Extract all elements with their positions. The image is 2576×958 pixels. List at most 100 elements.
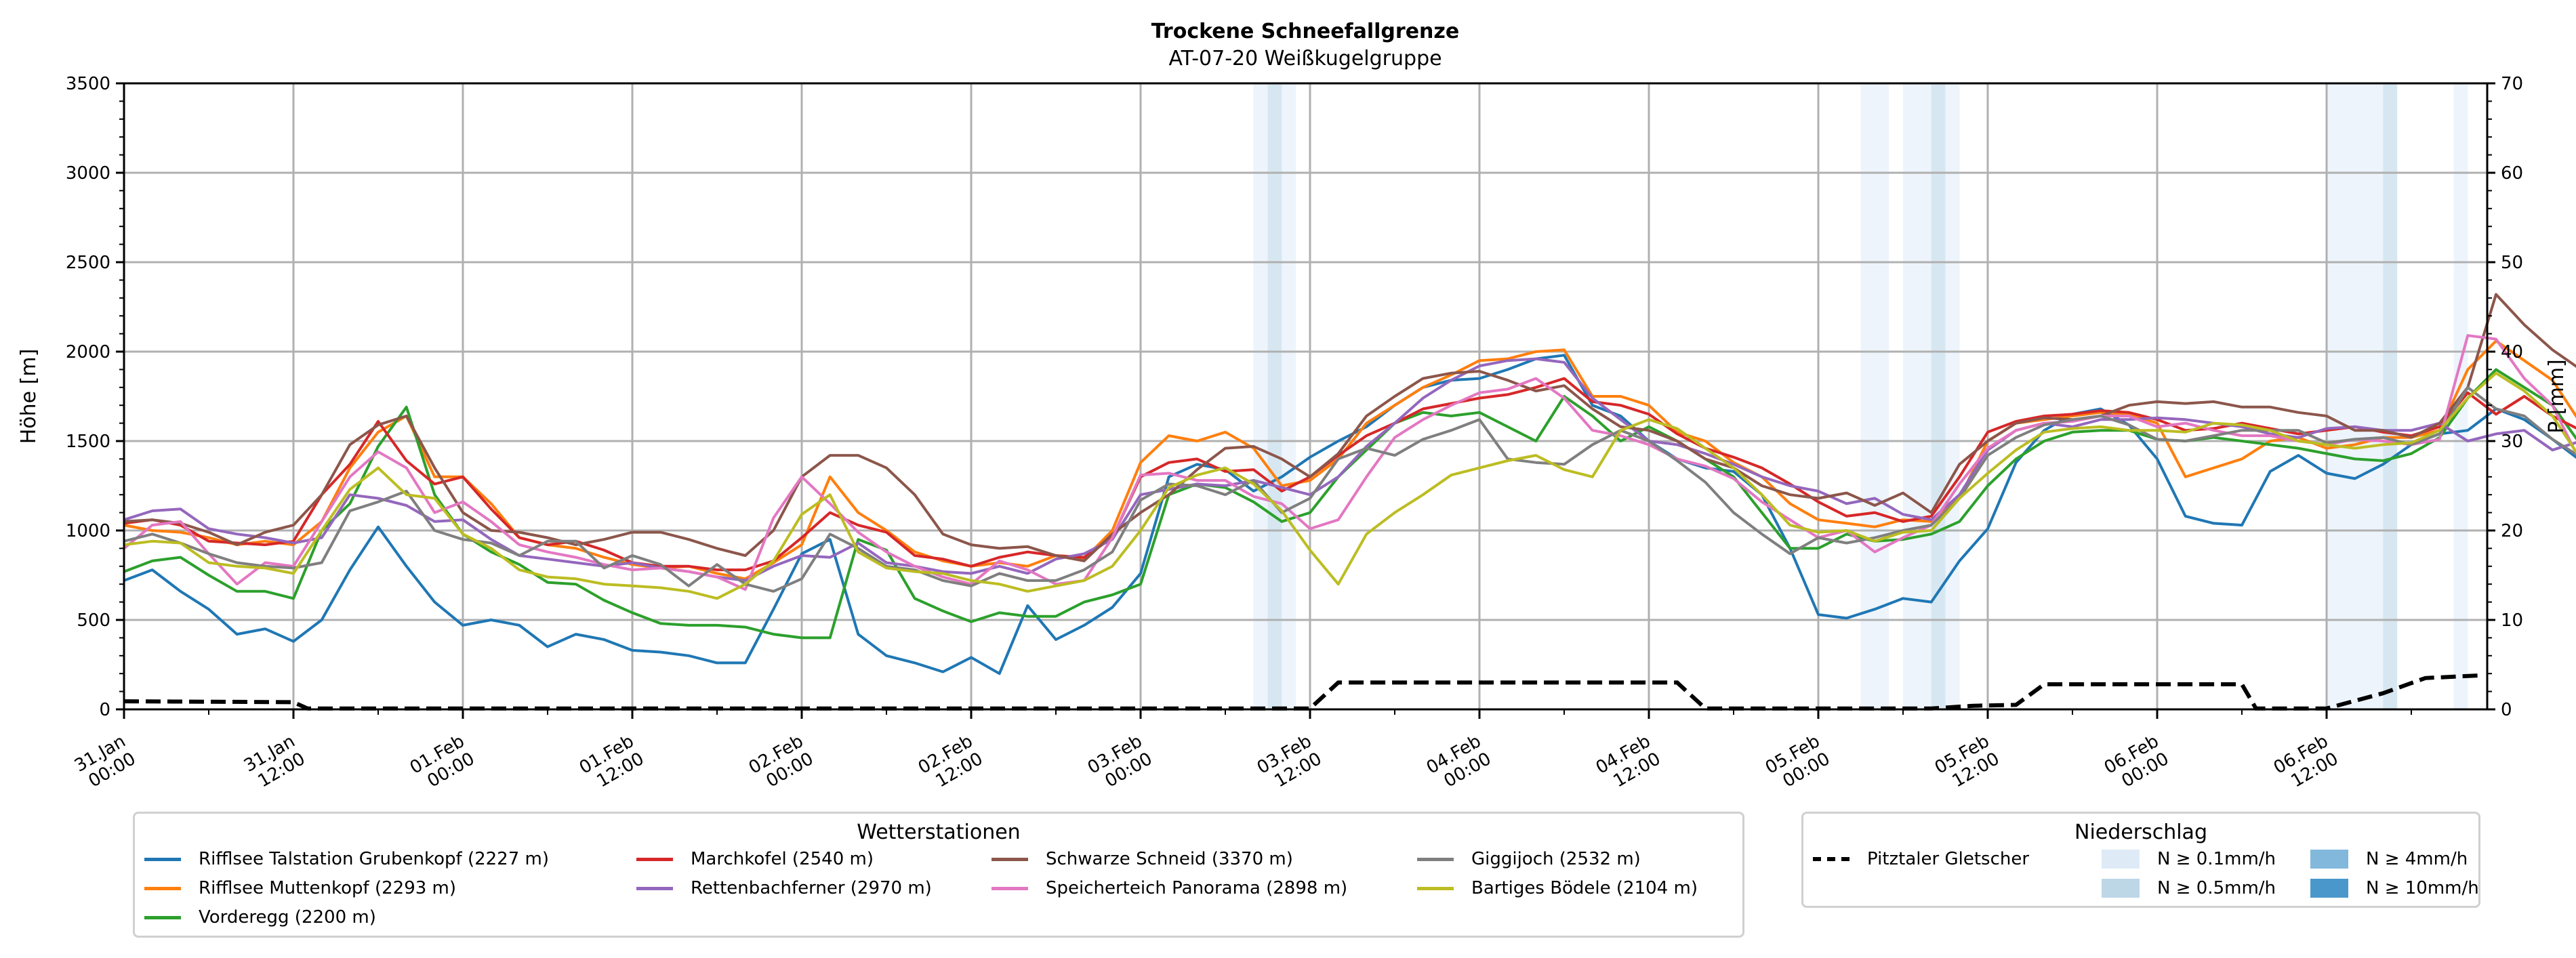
y-tick-label: 0: [99, 700, 110, 720]
legend-item-precip-level: N ≥ 0.1mm/h: [2102, 849, 2276, 869]
chart-title: Trockene Schneefallgrenze: [1151, 20, 1459, 43]
x-tick-label: 01.Feb12:00: [576, 731, 648, 796]
legend-label: Marchkofel (2540 m): [691, 849, 874, 869]
precip-band: [1945, 83, 1960, 709]
legend-label: Pitztaler Gletscher: [1867, 849, 2030, 869]
y-tick-label: 3000: [66, 163, 110, 184]
legend-label: Giggijoch (2532 m): [1471, 849, 1641, 869]
stations-legend-title: Wetterstationen: [857, 820, 1021, 844]
precip-line: [123, 673, 2482, 711]
series-line-7: [123, 386, 2576, 593]
y-tick-label: 3500: [66, 74, 110, 94]
precip-band: [1282, 83, 1296, 709]
x-tick-label: 01.Feb00:00: [407, 731, 478, 796]
legend-label: Rettenbachferner (2970 m): [691, 878, 932, 898]
color-swatch: [2102, 879, 2140, 898]
y-tick-label: 500: [77, 610, 110, 631]
x-tick-label: 04.Feb00:00: [1423, 731, 1495, 796]
y-tick-label: 1000: [66, 521, 110, 541]
y-tick-label: 2000: [66, 342, 110, 362]
y2-axis: 0 10 20 30 40 50 60 70: [2487, 74, 2523, 720]
legend-label: N ≥ 10mm/h: [2366, 878, 2479, 898]
grid-lines: [124, 83, 2487, 709]
line-swatch: [144, 915, 181, 919]
legend-item-station: Schwarze Schneid (3370 m): [991, 849, 1293, 869]
y2-tick-label: 10: [2501, 610, 2523, 631]
legend-item-precip-level: N ≥ 0.5mm/h: [2102, 878, 2276, 898]
legend-item-station: Rifflsee Muttenkopf (2293 m): [144, 878, 456, 898]
x-tick-label: 05.Feb12:00: [1931, 731, 2003, 796]
x-tick-label: 06.Feb00:00: [2101, 731, 2173, 796]
line-swatch: [636, 886, 673, 890]
series-line-3: [123, 377, 2576, 572]
precip-band: [1267, 83, 1282, 709]
y2-tick-label: 40: [2501, 342, 2523, 362]
legend-label: Rifflsee Talstation Grubenkopf (2227 m): [199, 849, 550, 869]
series-line-2: [123, 368, 2576, 640]
legend-item-precip-level: N ≥ 4mm/h: [2310, 849, 2468, 869]
precip-band: [1931, 83, 1946, 709]
precip-series-line: [123, 673, 2482, 711]
y2-tick-label: 30: [2501, 432, 2523, 452]
legend-item-precip-level: N ≥ 10mm/h: [2310, 878, 2479, 898]
y2-tick-label: 20: [2501, 521, 2523, 541]
legend-item-station: Speicherteich Panorama (2898 m): [991, 878, 1347, 898]
line-swatch: [991, 857, 1028, 861]
x-tick-label: 31.Jan00:00: [71, 731, 140, 794]
color-swatch: [2310, 879, 2348, 898]
series-line-0: [123, 354, 2576, 675]
legend-item-station: Rettenbachferner (2970 m): [636, 878, 932, 898]
y-tick-label: 1500: [66, 432, 110, 452]
x-tick-label: 06.Feb12:00: [2270, 731, 2342, 796]
legend-label: N ≥ 4mm/h: [2366, 849, 2468, 869]
dashed-line-swatch: [1813, 857, 1849, 861]
precip-band: [2327, 83, 2384, 709]
line-swatch: [636, 857, 673, 861]
legend-item-station: Giggijoch (2532 m): [1417, 849, 1641, 869]
legend-label: N ≥ 0.5mm/h: [2157, 878, 2276, 898]
precip-band: [1860, 83, 1889, 709]
line-swatch: [1417, 857, 1454, 861]
line-swatch: [144, 886, 181, 890]
legend-label: Schwarze Schneid (3370 m): [1046, 849, 1293, 869]
line-swatch: [991, 886, 1028, 890]
legend-label: Vorderegg (2200 m): [199, 907, 376, 928]
legend-label: Speicherteich Panorama (2898 m): [1046, 878, 1348, 898]
precip-bands: [1253, 83, 2468, 709]
line-swatch: [1417, 886, 1454, 890]
y2-tick-label: 50: [2501, 253, 2523, 273]
plot-frame: [123, 82, 2489, 711]
x-tick-label: 04.Feb12:00: [1593, 731, 1664, 796]
legend-item-station: Marchkofel (2540 m): [636, 849, 874, 869]
x-tick-label: 31.Jan12:00: [241, 731, 309, 794]
station-lines: [123, 293, 2576, 675]
x-axis: 31.Jan00:00 31.Jan12:00 01.Feb00:00 01.Feb1…: [71, 709, 2412, 796]
legend-label: N ≥ 0.1mm/h: [2157, 849, 2276, 869]
precip-band: [1253, 83, 1268, 709]
precip-band: [2383, 83, 2398, 709]
y2-tick-label: 60: [2501, 163, 2523, 184]
x-tick-label: 03.Feb12:00: [1254, 731, 1326, 796]
x-tick-label: 02.Feb00:00: [745, 731, 817, 796]
y2-tick-label: 70: [2501, 74, 2523, 94]
color-swatch: [2102, 850, 2140, 869]
stations-legend: Wetterstationen Rifflsee Talstation Grub…: [133, 812, 1744, 938]
series-line-8: [123, 371, 2576, 600]
x-tick-label: 02.Feb12:00: [915, 731, 987, 796]
y2-tick-label: 0: [2501, 700, 2512, 720]
legend-label: Bartiges Bödele (2104 m): [1471, 878, 1698, 898]
precip-legend: Niederschlag Pitztaler Gletscher N ≥ 0.1…: [1801, 812, 2480, 908]
y2-axis-label: P [mm]: [2545, 359, 2569, 433]
precip-band: [1903, 83, 1931, 709]
series-line-6: [123, 334, 2576, 591]
legend-item-station: Vorderegg (2200 m): [144, 907, 376, 928]
legend-item-pitztaler: Pitztaler Gletscher: [1813, 849, 2029, 869]
y-axis-label: Höhe [m]: [17, 349, 41, 444]
y-axis: 0 500 1000 1500 2000 2500 3000 3500: [66, 74, 124, 720]
color-swatch: [2310, 850, 2348, 869]
precip-legend-title: Niederschlag: [2074, 820, 2207, 844]
y-tick-label: 2500: [66, 253, 110, 273]
legend-item-station: Bartiges Bödele (2104 m): [1417, 878, 1698, 898]
legend-label: Rifflsee Muttenkopf (2293 m): [199, 878, 457, 898]
